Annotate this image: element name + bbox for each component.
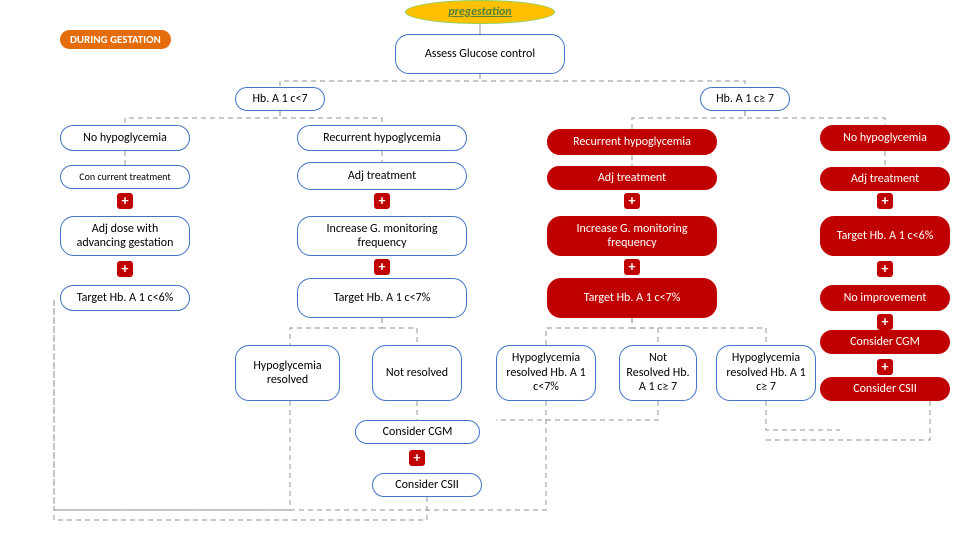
node-target7-l: Target Hb. A 1 c<7% [297, 278, 467, 318]
node-hypores7: Hypoglycemia resolved Hb. A 1 c<7% [496, 345, 596, 401]
node-nohypo-l: No hypoglycemia [60, 125, 190, 151]
during-gestation-badge: DURING GESTATION [60, 30, 171, 49]
node-assess: Assess Glucose control [395, 34, 565, 74]
node-target7-r: Target Hb. A 1 c<7% [547, 278, 717, 318]
node-pregestation: pregestation [405, 0, 555, 24]
node-cgm-l: Consider CGM [355, 420, 480, 444]
plus-icon: + [877, 261, 893, 277]
plus-icon: + [374, 193, 390, 209]
node-ge7: Hb. A 1 c≥ 7 [700, 87, 790, 111]
node-nohypo-r: No hypoglycemia [820, 125, 950, 151]
plus-icon: + [117, 261, 133, 277]
node-csii-l: Consider CSII [372, 473, 482, 497]
node-incfreq-l: Increase G. monitoring frequency [297, 216, 467, 256]
node-hypores-l: Hypoglycemia resolved [235, 345, 340, 401]
node-advdose: Adj dose with advancing gestation [60, 216, 190, 256]
plus-icon: + [877, 314, 893, 330]
node-noimp: No improvement [820, 285, 950, 311]
node-adj-r: Adj treatment [820, 167, 950, 191]
plus-icon: + [624, 193, 640, 209]
node-rechypo-l: Recurrent hypoglycemia [297, 125, 467, 151]
node-adj-m: Adj treatment [547, 166, 717, 190]
plus-icon: + [877, 359, 893, 375]
plus-icon: + [409, 450, 425, 466]
plus-icon: + [374, 259, 390, 275]
node-lt7: Hb. A 1 c<7 [235, 87, 325, 111]
node-incfreq-r: Increase G. monitoring frequency [547, 216, 717, 256]
node-notres7: Not Resolved Hb. A 1 c≥ 7 [619, 345, 697, 401]
node-adj-l: Adj treatment [297, 162, 467, 190]
node-csii-r: Consider CSII [820, 377, 950, 401]
node-target6-r: Target Hb. A 1 c<6% [820, 216, 950, 256]
plus-icon: + [117, 193, 133, 209]
plus-icon: + [877, 193, 893, 209]
node-rechypo-r: Recurrent hypoglycemia [547, 129, 717, 155]
node-cgm-r: Consider CGM [820, 330, 950, 354]
node-concur: Con current treatment [60, 165, 190, 189]
plus-icon: + [624, 259, 640, 275]
node-notres-l: Not resolved [372, 345, 462, 401]
node-hypores-ge7: Hypoglycemia resolved Hb. A 1 c≥ 7 [716, 345, 816, 401]
node-target6-l: Target Hb. A 1 c<6% [60, 285, 190, 311]
connector-lines [0, 0, 960, 540]
